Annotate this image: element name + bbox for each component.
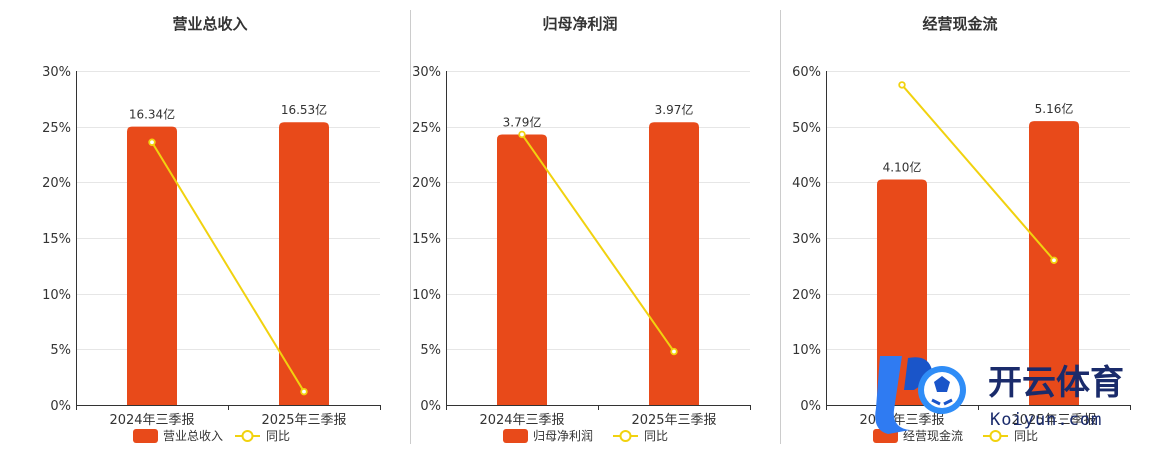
watermark-site: Koiyun.com: [990, 410, 1102, 430]
y-tick-label: 0%: [800, 399, 821, 414]
chart-panel-2: 归母净利润 0% 5% 10% 15% 20% 25% 30% 2024年三季报 2025年三季报…: [412, 15, 751, 443]
bar: [279, 122, 329, 406]
x-tick-label: 2024年三季报: [479, 413, 564, 428]
chart-title: 归母净利润: [542, 15, 617, 33]
y-tick-label: 40%: [792, 176, 821, 191]
yoy-point: [1050, 256, 1058, 264]
y-tick-label: 0%: [50, 399, 71, 414]
bar-data-label: 4.10亿: [883, 160, 922, 175]
chart-title: 营业总收入: [172, 15, 247, 33]
y-tick-label: 60%: [792, 65, 821, 80]
y-tick-label: 30%: [412, 65, 441, 80]
watermark-emblem: [875, 356, 966, 434]
bar-data-label: 3.79亿: [503, 114, 542, 129]
y-tick-label: 30%: [42, 65, 71, 80]
yoy-line: [151, 141, 305, 393]
x-tick-label: 2024年三季报: [109, 413, 194, 428]
x-tick-label: 2025年三季报: [631, 413, 716, 428]
y-tick-label: 20%: [42, 176, 71, 191]
legend-line-marker: [989, 430, 1002, 442]
y-tick-label: 30%: [792, 232, 821, 247]
y-tick-label: 50%: [792, 121, 821, 136]
yoy-point: [148, 138, 156, 146]
legend-bar-swatch: [503, 429, 528, 443]
bar-data-label: 16.34亿: [129, 107, 175, 122]
y-tick-label: 0%: [420, 399, 441, 414]
bar: [127, 126, 177, 406]
legend-bar-label: 归母净利润: [533, 429, 593, 443]
legend-bar-label: 经营现金流: [903, 428, 963, 443]
bar: [877, 179, 927, 405]
x-tick-label: 2025年三季报: [1011, 413, 1096, 428]
legend-line-label: 同比: [266, 429, 290, 443]
legend-line-marker: [619, 430, 632, 442]
yoy-point: [898, 81, 906, 89]
watermark-brand: 开云体育: [988, 363, 1124, 403]
bar-data-label: 16.53亿: [281, 102, 327, 117]
y-tick-label: 25%: [42, 121, 71, 136]
watermark-logo: 开云体育 Koiyun.com: [875, 356, 1124, 434]
legend-line-label: 同比: [644, 429, 668, 443]
y-tick-label: 15%: [42, 232, 71, 247]
y-tick-label: 10%: [42, 288, 71, 303]
y-tick-label: 5%: [50, 343, 71, 358]
y-tick-label: 25%: [412, 121, 441, 136]
y-tick-label: 10%: [412, 288, 441, 303]
chart-title: 经营现金流: [922, 15, 997, 33]
legend-bar-label: 营业总收入: [163, 429, 223, 443]
bar: [497, 134, 547, 405]
legend-bar-swatch: [133, 429, 158, 443]
legend-line-label: 同比: [1014, 429, 1038, 443]
bar-data-label: 3.97亿: [655, 102, 694, 117]
bar: [649, 122, 699, 406]
y-tick-label: 20%: [792, 288, 821, 303]
chart-panel-1: 营业总收入 0% 5% 10% 15% 20% 25% 30% 2024年三季报 2025年三季报…: [42, 15, 381, 443]
yoy-point: [518, 130, 526, 139]
y-tick-label: 10%: [792, 343, 821, 358]
yoy-line: [901, 84, 1055, 261]
yoy-point: [300, 387, 308, 396]
y-tick-label: 20%: [412, 176, 441, 191]
y-tick-label: 5%: [420, 343, 441, 358]
y-tick-label: 15%: [412, 232, 441, 247]
yoy-line: [521, 133, 675, 353]
legend-line-marker: [241, 430, 254, 442]
bar-data-label: 5.16亿: [1035, 101, 1074, 116]
x-tick-label: 2025年三季报: [261, 413, 346, 428]
yoy-point: [670, 347, 678, 356]
